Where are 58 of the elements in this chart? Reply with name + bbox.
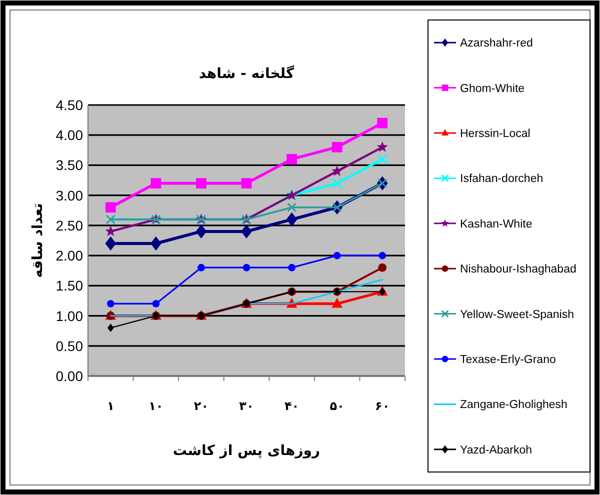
legend-label: Zangane-Gholighesh xyxy=(460,399,568,412)
point xyxy=(107,324,114,332)
y-tick-label: 2.00 xyxy=(56,248,84,264)
y-tick-label: 0.00 xyxy=(56,368,84,384)
point xyxy=(378,252,386,260)
point xyxy=(241,224,252,239)
y-tick-label: 4.00 xyxy=(56,127,84,144)
chart-title: گلخانه - شاهد xyxy=(198,65,296,82)
x-tick-label: ۳۰ xyxy=(239,399,254,413)
legend-label: Kashan-White xyxy=(460,218,532,230)
point xyxy=(288,264,296,272)
x-tick-label: ۶۰ xyxy=(375,399,390,413)
legend-label: Azarshahr-red xyxy=(460,38,533,50)
x-tick-label: ۲۰ xyxy=(194,399,209,413)
y-tick-label: 2.50 xyxy=(56,217,84,234)
point xyxy=(106,300,114,308)
y-tick-label: 4.50 xyxy=(56,97,84,113)
point xyxy=(332,298,343,308)
x-tick-label: ۱ xyxy=(106,399,114,413)
legend-label: Isfahan-dorcheh xyxy=(460,173,544,186)
x-axis-title: روزهای پس از کاشت xyxy=(172,443,320,459)
point xyxy=(198,264,205,272)
x-tick-label: ۵۰ xyxy=(330,399,344,413)
point xyxy=(379,288,386,296)
y-axis-title: تعداد ساقه xyxy=(30,203,46,278)
y-tick-label: 1.00 xyxy=(56,308,84,324)
x-tick-label: ۱۰ xyxy=(148,399,164,413)
y-tick-label: 0.50 xyxy=(56,338,84,354)
y-tick-label: 3.00 xyxy=(56,187,84,204)
legend-label: Herssin-Local xyxy=(460,128,530,140)
legend-label: Ghom-White xyxy=(460,82,525,95)
point xyxy=(150,236,162,251)
point xyxy=(241,178,252,188)
point xyxy=(376,154,388,165)
point xyxy=(376,141,388,152)
point xyxy=(378,263,387,272)
point xyxy=(150,178,162,188)
legend-label: Nishabour-Ishaghabad xyxy=(460,264,576,276)
point xyxy=(105,202,116,213)
legend-label: Texase-Erly-Grano xyxy=(460,354,556,366)
point xyxy=(332,142,342,152)
legend-label: Yazd-Abarkoh xyxy=(460,444,532,456)
point xyxy=(152,300,160,308)
y-tick-label: 3.50 xyxy=(56,157,84,174)
point xyxy=(286,154,297,164)
point xyxy=(332,178,343,189)
point xyxy=(242,264,250,272)
point xyxy=(377,118,388,128)
point xyxy=(105,236,116,251)
point xyxy=(286,212,298,227)
legend-label: Yellow-Sweet-Spanish xyxy=(460,308,574,321)
point xyxy=(196,224,207,239)
y-tick-label: 1.50 xyxy=(56,278,84,294)
point xyxy=(196,178,206,188)
x-tick-label: ۴۰ xyxy=(284,399,300,413)
point xyxy=(333,252,341,260)
point xyxy=(287,202,296,212)
point xyxy=(332,165,343,176)
